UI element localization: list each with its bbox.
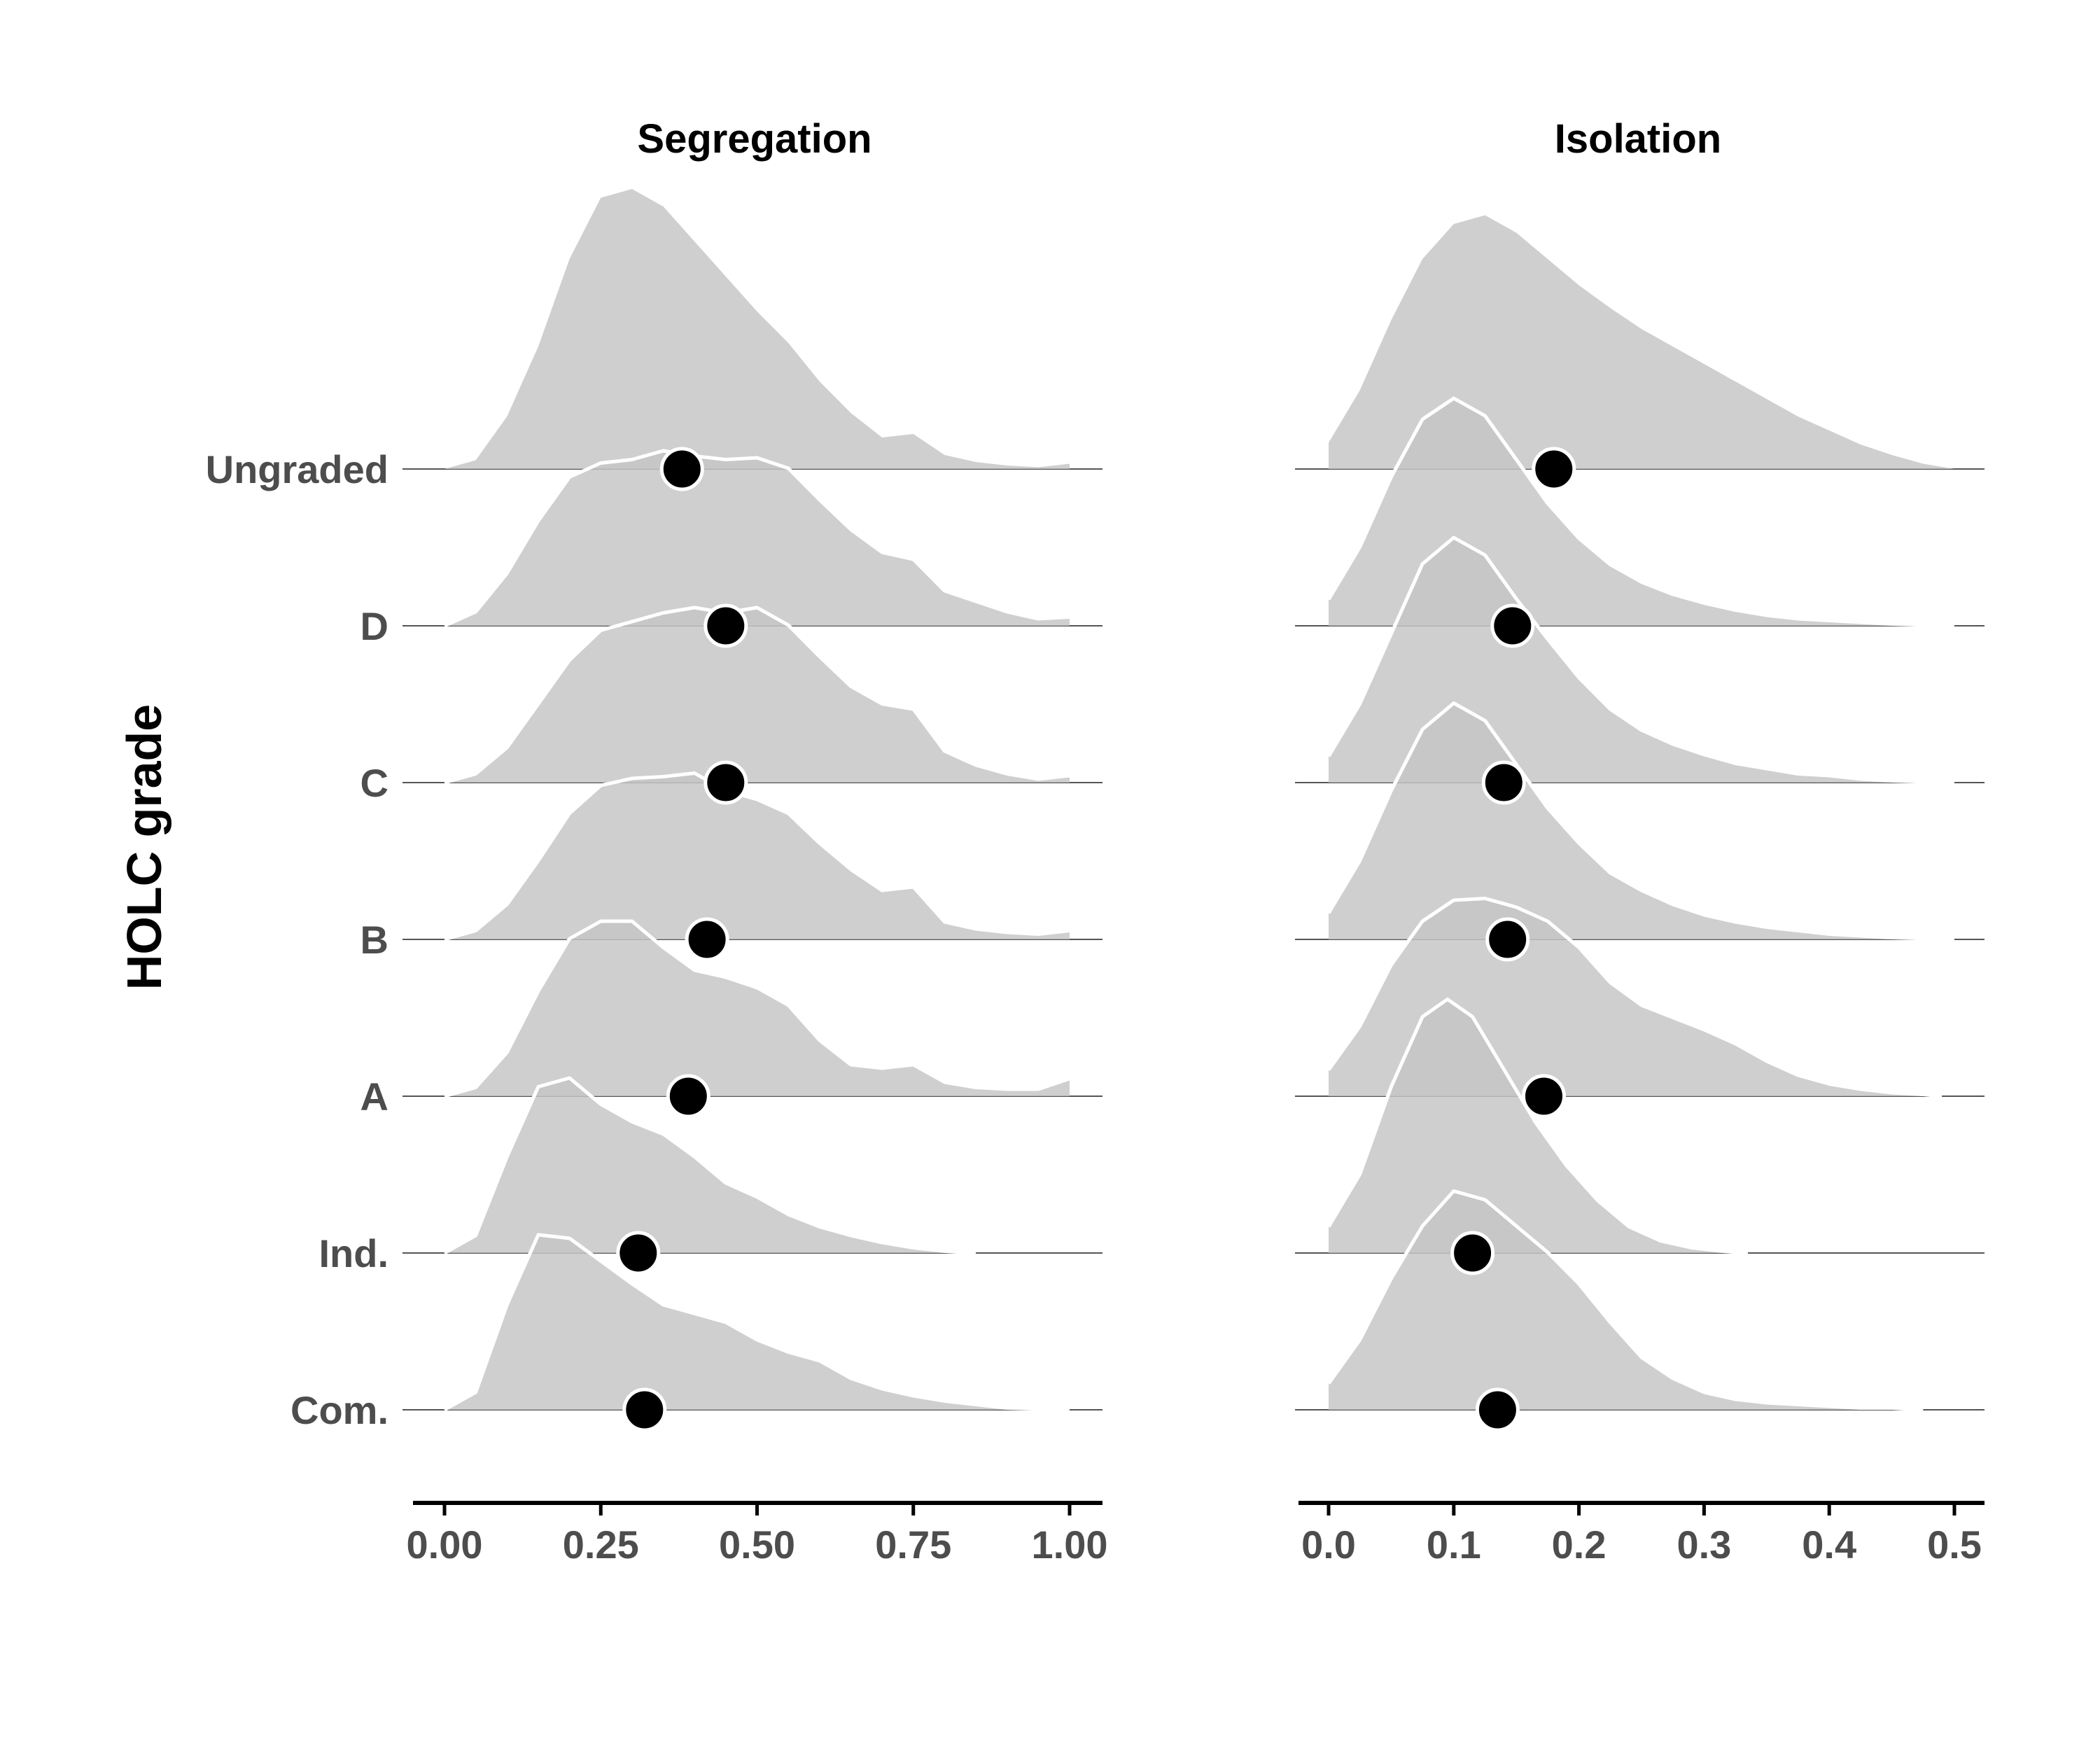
density-outline-com [443,1233,1070,1412]
x-tick-label: 0.75 [875,1522,951,1567]
panel-title-isolation: Isolation [1555,116,1721,162]
mean-points [1450,447,1576,1432]
density-outline-ind [1326,997,1749,1255]
density-outline-c [1326,536,1955,785]
x-tick-label: 0.2 [1552,1522,1606,1567]
isolation-panel: 0.0 0.1 0.2 0.3 0.4 0.5 [1295,215,1984,1567]
mean-point-d [1490,603,1535,648]
x-tick-label: 0.25 [563,1522,639,1567]
density-area-c [444,608,1070,783]
category-label-d: D [360,604,388,648]
density-area-ind [444,1078,976,1253]
x-tick-label: 0.0 [1301,1522,1356,1567]
density-area-a [444,921,1070,1096]
mean-point-a [666,1074,710,1119]
density-area-b [1329,703,1954,939]
panel-title-segregation: Segregation [637,116,872,162]
x-axis-segregation: 0.00 0.25 0.50 0.75 1.00 [407,1501,1108,1567]
density-area-d [444,451,1070,626]
x-tick-label: 0.50 [719,1522,795,1567]
mean-point-a [1522,1074,1566,1119]
mean-point-com [622,1387,667,1432]
category-label-a: A [360,1074,388,1119]
category-label-c: C [360,761,388,805]
density-area-com [444,1235,1070,1410]
y-axis-label: HOLC grade [117,704,172,990]
ridges [1326,215,1955,1412]
mean-point-c [1481,760,1526,805]
density-area-ungraded [1329,215,1954,469]
x-tick-label: 0.5 [1927,1522,1982,1567]
mean-point-ind [1450,1231,1495,1275]
density-outline-com [1326,1189,1924,1412]
mean-point-ungraded [1532,447,1576,491]
density-area-b [444,773,1070,939]
density-outline-a [444,919,1070,1098]
ridges [443,189,1070,1412]
category-label-ind: Ind. [318,1231,388,1275]
x-tick-label: 0.1 [1427,1522,1481,1567]
density-outline-d [1326,396,1955,628]
density-outline-ind [443,1076,976,1255]
density-outline-d [443,449,1070,628]
category-label-ungraded: Ungraded [206,447,388,491]
density-outline-b [444,771,1070,941]
mean-point-ind [616,1231,661,1275]
mean-points [616,447,748,1432]
density-area-ungraded [444,189,1070,469]
mean-point-d [704,603,748,648]
x-axis-isolation: 0.0 0.1 0.2 0.3 0.4 0.5 [1298,1501,1984,1567]
mean-point-b [1485,917,1530,962]
mean-point-c [704,760,748,805]
x-tick-label: 0.00 [407,1522,483,1567]
mean-point-b [685,917,729,962]
category-label-com: Com. [290,1388,388,1432]
x-tick-label: 0.3 [1676,1522,1731,1567]
mean-point-com [1475,1387,1520,1432]
density-outline-c [444,606,1070,785]
density-area-ind [1329,999,1748,1253]
category-labels: Ungraded D C B A Ind. Com. [206,447,388,1432]
category-label-b: B [360,918,388,962]
x-tick-label: 1.00 [1032,1522,1108,1567]
mean-point-ungraded [659,447,704,491]
segregation-panel: 0.00 0.25 0.50 0.75 1.00 [402,189,1108,1567]
density-outline-a [1326,897,1942,1098]
x-tick-label: 0.4 [1802,1522,1856,1567]
density-outline-b [1326,701,1955,941]
